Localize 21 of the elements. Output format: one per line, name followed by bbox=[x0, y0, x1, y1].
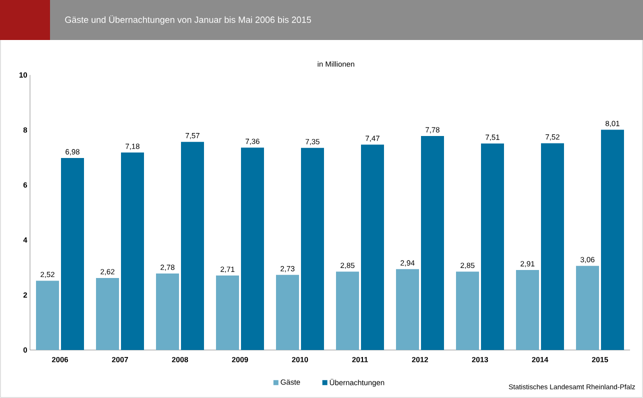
bar bbox=[216, 275, 240, 350]
bar bbox=[96, 278, 120, 350]
bar bbox=[541, 143, 564, 350]
bar bbox=[601, 130, 624, 350]
bar bbox=[241, 148, 264, 350]
bar bbox=[361, 144, 384, 350]
bar bbox=[121, 152, 144, 350]
bar bbox=[156, 274, 180, 350]
bar bbox=[481, 143, 504, 350]
bar bbox=[181, 142, 204, 350]
bar bbox=[396, 269, 420, 350]
bar bbox=[576, 266, 600, 350]
bar bbox=[516, 270, 540, 350]
bar bbox=[421, 136, 444, 350]
bar bbox=[276, 274, 300, 350]
bar bbox=[36, 280, 60, 350]
bar bbox=[336, 272, 360, 350]
bar bbox=[61, 158, 84, 350]
bar bbox=[456, 272, 480, 350]
chart-title: Gäste und Übernachtungen von Januar bis Mai 2006 bis 2015 bbox=[65, 15, 312, 25]
bar bbox=[301, 148, 324, 350]
